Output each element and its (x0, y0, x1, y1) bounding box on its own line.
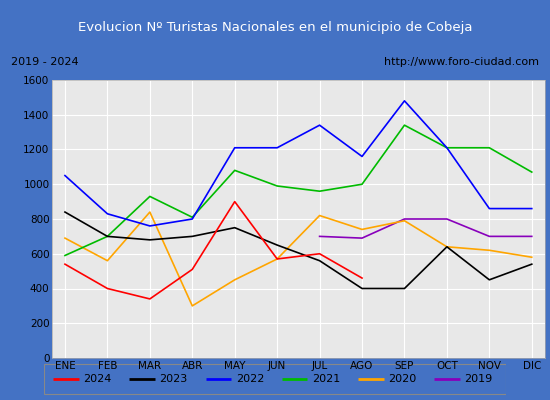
Text: Evolucion Nº Turistas Nacionales en el municipio de Cobeja: Evolucion Nº Turistas Nacionales en el m… (78, 20, 472, 34)
Text: 2020: 2020 (388, 374, 416, 384)
Text: 2019 - 2024: 2019 - 2024 (11, 57, 79, 67)
Text: http://www.foro-ciudad.com: http://www.foro-ciudad.com (384, 57, 539, 67)
Text: 2019: 2019 (464, 374, 493, 384)
Text: 2024: 2024 (83, 374, 112, 384)
Text: 2023: 2023 (160, 374, 188, 384)
Text: 2022: 2022 (236, 374, 264, 384)
Text: 2021: 2021 (312, 374, 340, 384)
